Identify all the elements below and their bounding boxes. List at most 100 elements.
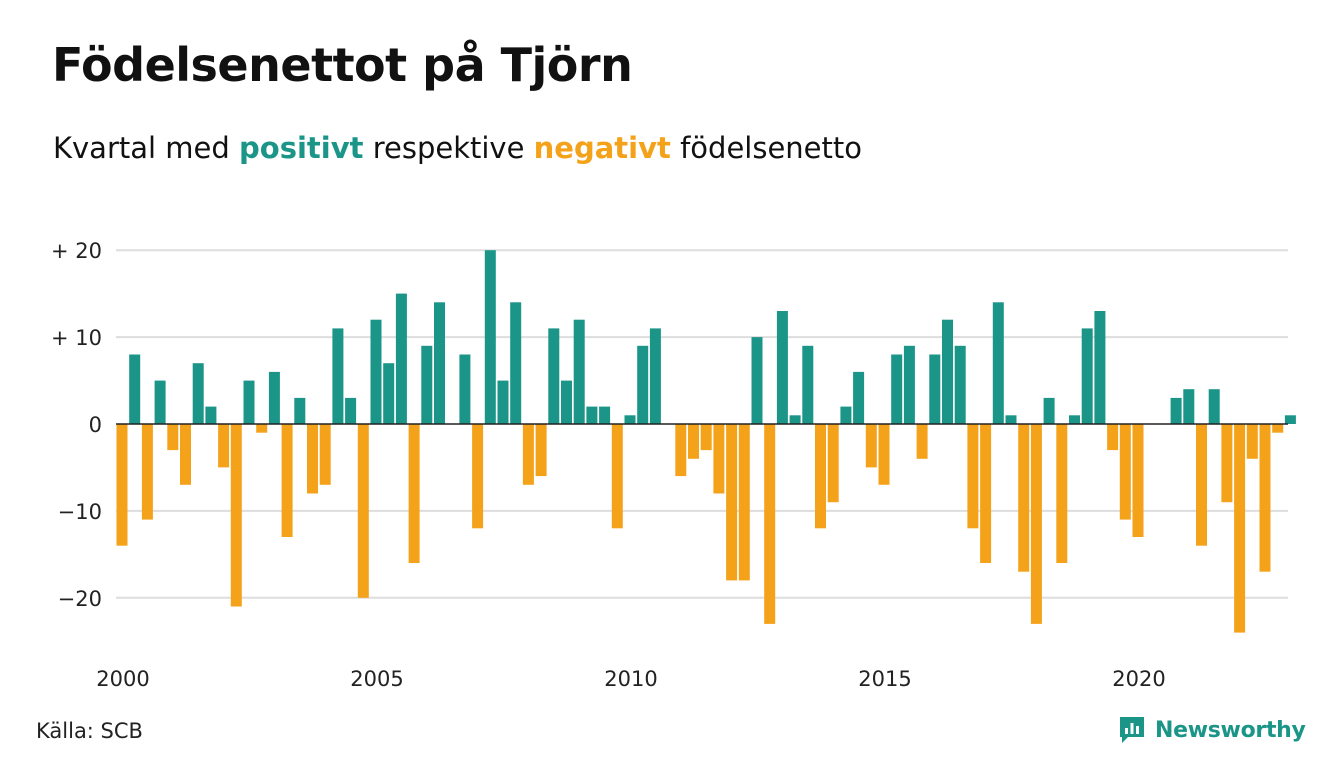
- chart-subtitle: Kvartal med positivt respektive negativt…: [53, 131, 862, 165]
- bar-negative: [764, 424, 776, 624]
- bar-negative: [1132, 424, 1144, 537]
- bar-positive: [992, 302, 1004, 424]
- bar-positive: [484, 250, 496, 424]
- bar-positive: [929, 354, 941, 424]
- subtitle-positive-label: positivt: [239, 131, 364, 165]
- bar-chart: + 20 + 10 0 −10 −20 2000 2005 2010 2015 2020: [51, 239, 1296, 691]
- bar-positive: [776, 311, 788, 424]
- bar-negative: [1272, 424, 1284, 433]
- bar-positive: [205, 406, 217, 424]
- bar-positive: [586, 406, 598, 424]
- bar-chart-speech-bubble-icon: [1120, 717, 1144, 743]
- subtitle-suffix: födelsenetto: [680, 131, 862, 165]
- bar-positive: [345, 397, 357, 424]
- bar-negative: [141, 424, 153, 520]
- bar-positive: [370, 319, 382, 424]
- bar-positive: [853, 371, 865, 424]
- bar-negative: [1119, 424, 1131, 520]
- y-tick-label: + 10: [51, 326, 102, 350]
- y-tick-label: −10: [58, 500, 102, 524]
- bar-positive: [434, 302, 445, 424]
- bar-negative: [535, 424, 547, 477]
- bar-positive: [1005, 415, 1017, 424]
- subtitle-negative-label: negativt: [533, 131, 671, 165]
- bar-positive: [192, 363, 204, 424]
- chart-title: Födelsenettot på Tjörn: [52, 38, 633, 92]
- bar-positive: [459, 354, 471, 424]
- bar-positive: [1170, 397, 1182, 424]
- bar-negative: [675, 424, 687, 477]
- bar-negative: [1234, 424, 1246, 633]
- bar-positive: [421, 345, 433, 424]
- bar-positive: [268, 371, 280, 424]
- bar-positive: [840, 406, 852, 424]
- x-tick-label: 2005: [350, 667, 403, 691]
- bar-negative: [180, 424, 191, 485]
- brand: Newsworthy: [1118, 712, 1306, 748]
- bar-positive: [510, 302, 522, 424]
- bar-negative: [916, 424, 928, 459]
- bar-positive: [637, 345, 649, 424]
- subtitle-middle: respektive: [372, 131, 525, 165]
- bar-negative: [116, 424, 128, 546]
- bar-positive: [903, 345, 915, 424]
- source-note: Källa: SCB: [36, 719, 143, 743]
- x-tick-label: 2020: [1112, 667, 1165, 691]
- y-tick-label: 0: [89, 413, 102, 437]
- bar-negative: [611, 424, 623, 529]
- x-axis-ticks: 2000 2005 2010 2015 2020: [96, 667, 1165, 691]
- bar-negative: [967, 424, 979, 529]
- bar-negative: [1056, 424, 1068, 563]
- bar-negative: [1107, 424, 1119, 451]
- bar-positive: [383, 363, 395, 424]
- bar-positive: [954, 345, 966, 424]
- bar-positive: [154, 380, 166, 424]
- bar-negative: [256, 424, 268, 433]
- bar-negative: [738, 424, 750, 581]
- bar-positive: [1069, 415, 1080, 424]
- bar-positive: [942, 319, 953, 424]
- bar-positive: [1043, 397, 1055, 424]
- bar-negative: [1246, 424, 1258, 459]
- x-tick-label: 2010: [604, 667, 657, 691]
- bar-positive: [1183, 389, 1195, 424]
- bar-negative: [827, 424, 839, 503]
- bar-negative: [307, 424, 318, 494]
- bar-negative: [281, 424, 293, 537]
- bar-positive: [294, 397, 306, 424]
- x-tick-label: 2000: [96, 667, 149, 691]
- bar-positive: [624, 415, 636, 424]
- bar-positive: [1081, 328, 1093, 424]
- bar-negative: [865, 424, 877, 468]
- bar-negative: [980, 424, 992, 563]
- subtitle-prefix: Kvartal med: [53, 131, 230, 165]
- bar-negative: [1221, 424, 1233, 503]
- bar-negative: [1030, 424, 1042, 624]
- bar-positive: [891, 354, 903, 424]
- bar-negative: [167, 424, 179, 451]
- bar-positive: [649, 328, 661, 424]
- y-tick-label: + 20: [51, 239, 102, 263]
- x-tick-label: 2015: [858, 667, 911, 691]
- bar-negative: [726, 424, 738, 581]
- bar-negative: [878, 424, 890, 485]
- bar-negative: [408, 424, 420, 563]
- bar-positive: [332, 328, 344, 424]
- bar-negative: [713, 424, 725, 494]
- bar-positive: [751, 337, 763, 424]
- bar-negative: [522, 424, 534, 485]
- y-axis-ticks: + 20 + 10 0 −10 −20: [51, 239, 102, 611]
- chart-bars: [116, 250, 1296, 633]
- bar-positive: [789, 415, 801, 424]
- bar-negative: [1259, 424, 1271, 572]
- bar-positive: [1094, 311, 1106, 424]
- bar-positive: [243, 380, 255, 424]
- y-tick-label: −20: [58, 587, 102, 611]
- brand-name: Newsworthy: [1155, 717, 1306, 743]
- bar-negative: [1196, 424, 1207, 546]
- bar-negative: [357, 424, 369, 598]
- bar-negative: [815, 424, 826, 529]
- bar-positive: [802, 345, 814, 424]
- bar-positive: [395, 293, 407, 424]
- bar-negative: [1018, 424, 1030, 572]
